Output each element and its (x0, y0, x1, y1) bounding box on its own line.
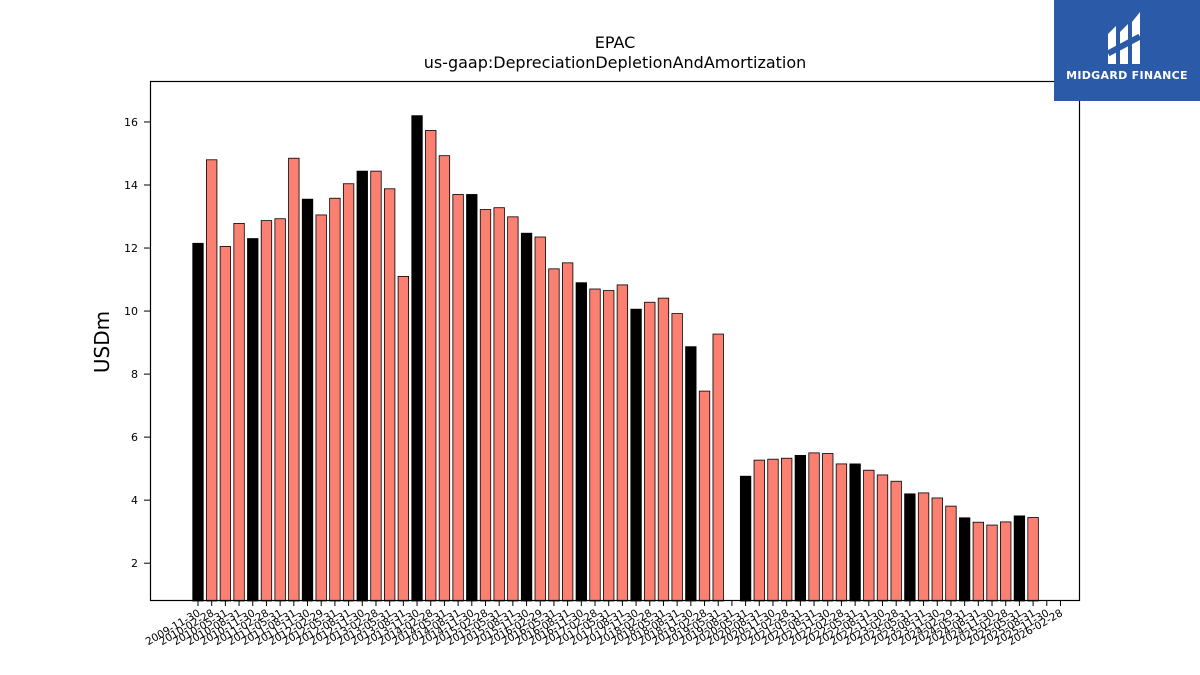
bar (671, 313, 683, 602)
y-tick-label: 8 (131, 368, 138, 381)
bar (342, 183, 355, 602)
bar (589, 288, 601, 602)
bar (192, 242, 204, 602)
bar (329, 197, 341, 602)
bar (493, 207, 505, 602)
bar (644, 301, 656, 602)
bar (603, 290, 615, 602)
bar (616, 284, 629, 602)
bar (822, 453, 834, 602)
bar (630, 308, 642, 602)
bar (986, 524, 998, 602)
bar (260, 220, 273, 602)
bar (384, 188, 396, 602)
bar (411, 115, 423, 602)
bar (685, 346, 697, 602)
plot-frame (149, 80, 1081, 602)
y-tick-label: 12 (124, 242, 138, 255)
bar (301, 198, 314, 602)
bar (958, 517, 971, 602)
bar (781, 457, 793, 602)
bar (753, 459, 765, 602)
bar (397, 275, 410, 602)
bar (548, 268, 560, 602)
y-tick-label: 6 (131, 431, 138, 444)
y-tick-label: 16 (124, 116, 138, 129)
bar (863, 469, 875, 602)
bar (767, 458, 779, 602)
y-tick-label: 14 (124, 179, 138, 192)
bar (370, 170, 382, 602)
bar (835, 463, 848, 602)
bar (274, 218, 286, 602)
bar (425, 130, 437, 602)
bar (849, 463, 861, 602)
brand-logo: MIDGARD FINANCE (1054, 0, 1200, 101)
midgard-logo-icon (1106, 12, 1142, 64)
bar (1013, 515, 1026, 602)
bar-series (192, 115, 1039, 602)
bar (520, 232, 533, 602)
bar (739, 475, 752, 602)
chart-title: EPAC (595, 33, 636, 52)
bar (808, 452, 820, 602)
bar (452, 194, 464, 602)
bar (315, 214, 327, 602)
bar (1000, 521, 1012, 602)
bar (712, 333, 724, 602)
bar (917, 492, 930, 602)
bar (904, 493, 916, 602)
bar (479, 209, 492, 602)
bar (356, 170, 368, 602)
bar (206, 159, 218, 602)
bar (219, 246, 232, 602)
y-tick-label: 2 (131, 557, 138, 570)
bar (1027, 517, 1039, 602)
bar (657, 297, 670, 602)
bar (507, 216, 519, 602)
bar (438, 155, 451, 602)
bar (931, 497, 943, 602)
bar (561, 262, 574, 602)
bar (876, 474, 889, 602)
bar (466, 194, 478, 602)
brand-name: MIDGARD FINANCE (1066, 69, 1188, 82)
chart-subtitle: us-gaap:DepreciationDepletionAndAmortiza… (424, 53, 807, 72)
y-axis-label: USDm (90, 311, 114, 373)
bar (288, 157, 300, 602)
bar (233, 223, 245, 602)
bar (247, 238, 259, 602)
bar (794, 454, 807, 602)
bar (698, 390, 711, 602)
bar (890, 480, 902, 602)
bar (972, 521, 984, 602)
y-tick-label: 4 (131, 494, 138, 507)
bar (575, 282, 587, 602)
x-axis: 2009-11-302010-02-282010-05-312010-08-31… (144, 601, 1065, 648)
bar (945, 505, 957, 602)
y-tick-label: 10 (124, 305, 138, 318)
y-axis: 2 4 6 8 10 12 14 16 (124, 116, 150, 570)
bar (534, 236, 546, 602)
